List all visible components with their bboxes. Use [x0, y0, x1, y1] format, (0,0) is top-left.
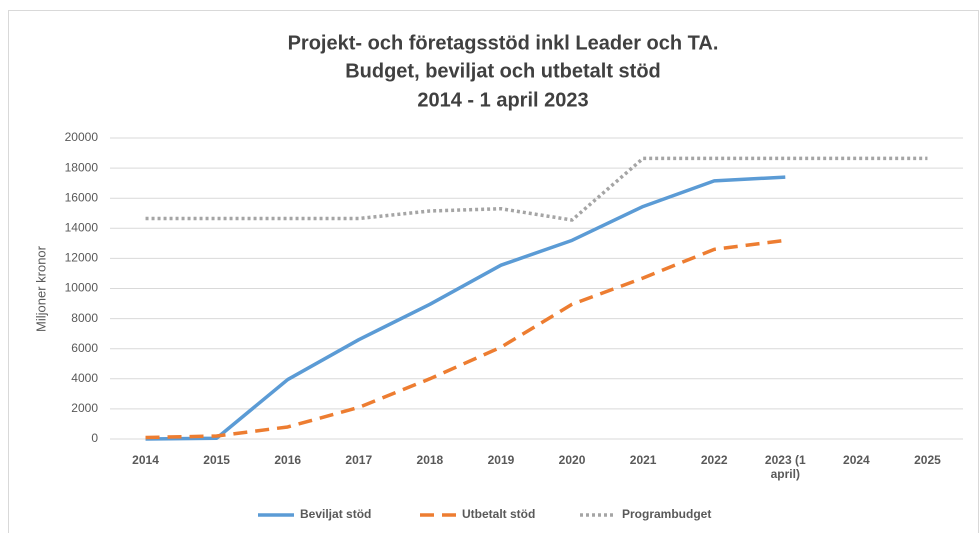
y-tick-label: 2000 [71, 401, 98, 415]
y-tick-label: 4000 [71, 371, 98, 385]
line-series [145, 238, 786, 440]
x-tick-label: 2016 [274, 453, 302, 467]
x-tick-label: 2024 [843, 453, 870, 467]
x-tick-label: 2015 [203, 453, 230, 467]
y-tick-label: 6000 [71, 341, 98, 355]
y-axis-label: Miljoner kronor [33, 245, 48, 332]
legend-label: Beviljat stöd [300, 507, 371, 521]
y-tick-label: 18000 [65, 160, 99, 174]
line-series [145, 156, 928, 222]
x-tick-label: 2019 [487, 453, 515, 467]
x-tick-label: 2025 [914, 453, 941, 467]
x-tick-label: 2021 [629, 453, 657, 467]
chart-title: 2014 - 1 april 2023 [417, 89, 588, 111]
x-tick-label: 2023 (1 april) [764, 453, 806, 481]
x-tick-label: 2014 [132, 453, 159, 467]
y-tick-label: 10000 [65, 281, 99, 295]
y-tick-label: 14000 [65, 220, 99, 234]
line-series [145, 175, 786, 441]
y-tick-label: 12000 [65, 251, 99, 265]
y-tick-label: 0 [91, 431, 98, 445]
chart-title: Budget, beviljat och utbetalt stöd [345, 60, 661, 82]
y-tick-label: 16000 [65, 190, 99, 204]
x-tick-label: 2020 [558, 453, 586, 467]
x-tick-label: 2017 [345, 453, 373, 467]
chart-title: Projekt- och företagsstöd inkl Leader oc… [288, 32, 719, 54]
x-tick-label: 2018 [416, 453, 444, 467]
legend-label: Utbetalt stöd [462, 507, 535, 521]
chart-border [8, 10, 979, 533]
y-tick-label: 20000 [65, 130, 99, 144]
legend-label: Programbudget [622, 507, 711, 521]
x-tick-label: 2022 [700, 453, 728, 467]
y-tick-label: 8000 [71, 311, 98, 325]
